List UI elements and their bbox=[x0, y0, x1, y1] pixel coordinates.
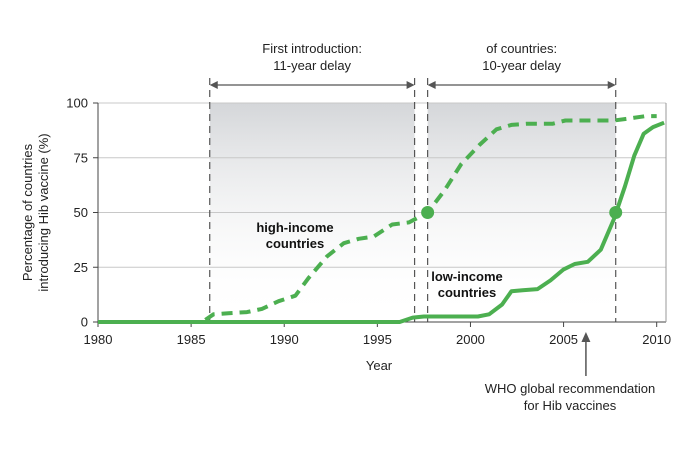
delay-annotation-1: First introduction: 11-year delay bbox=[262, 41, 362, 73]
delay-guide-lines bbox=[209, 78, 617, 376]
y-tick-label: 75 bbox=[74, 150, 88, 165]
y-tick-label: 0 bbox=[81, 315, 88, 330]
y-axis-title-line: introducing Hib vaccine (%) bbox=[36, 133, 51, 291]
x-tick-label: 2000 bbox=[456, 332, 485, 347]
chart-text: 0 25 50 75 100 1980 1985 1990 1995 2000 2005 2010 Ye… bbox=[20, 41, 671, 413]
x-tick-label: 2005 bbox=[549, 332, 578, 347]
arrow-head-right-2 bbox=[607, 81, 616, 89]
recommendation-annotation-line: for Hib vaccines bbox=[524, 398, 617, 413]
delay-annotation-2: of countries: 10-year delay bbox=[482, 41, 561, 73]
x-tick-label: 1980 bbox=[84, 332, 113, 347]
delay-annotation-line: First introduction: bbox=[262, 41, 362, 56]
series-lines bbox=[98, 114, 665, 324]
x-tick-label: 1990 bbox=[270, 332, 299, 347]
arrow-head-left-2 bbox=[427, 81, 436, 89]
delay-annotation-line: 11-year delay bbox=[273, 58, 351, 73]
y-axis-title-line: Percentage of countries bbox=[20, 143, 35, 281]
recommendation-annotation: WHO global recommendation for Hib vaccine… bbox=[485, 381, 656, 413]
series-line-low-income bbox=[98, 120, 665, 324]
series-line-high-income bbox=[98, 114, 657, 324]
x-axis-title: Year bbox=[366, 358, 393, 373]
x-tick-label: 1995 bbox=[363, 332, 392, 347]
delay-annotation-line: 10-year delay bbox=[482, 58, 561, 73]
recommendation-annotation-line: WHO global recommendation bbox=[485, 381, 656, 396]
y-tick-label: 100 bbox=[66, 96, 88, 111]
series-label-line: countries bbox=[438, 285, 497, 300]
series-label-low-income: low-income countries bbox=[431, 269, 503, 300]
y-tick-label: 50 bbox=[74, 205, 88, 220]
series-label-high-income: high-income countries bbox=[256, 220, 333, 251]
data-point-marker-2 bbox=[609, 206, 623, 219]
data-point-marker-1 bbox=[421, 206, 435, 219]
arrow-head-left-1 bbox=[209, 81, 218, 89]
series-label-line: high-income bbox=[256, 220, 333, 235]
y-tick-label: 25 bbox=[74, 260, 88, 275]
series-label-line: countries bbox=[266, 236, 325, 251]
series-label-line: low-income bbox=[431, 269, 503, 284]
delay-annotation-line: of countries: bbox=[486, 41, 557, 56]
x-tick-label: 1985 bbox=[177, 332, 206, 347]
y-axis-title: Percentage of countriesintroducing Hib v… bbox=[20, 133, 51, 291]
arrow-head-right-1 bbox=[406, 81, 415, 89]
recommendation-arrow-head bbox=[581, 332, 591, 342]
point-markers bbox=[421, 206, 623, 219]
x-tick-label: 2010 bbox=[642, 332, 671, 347]
